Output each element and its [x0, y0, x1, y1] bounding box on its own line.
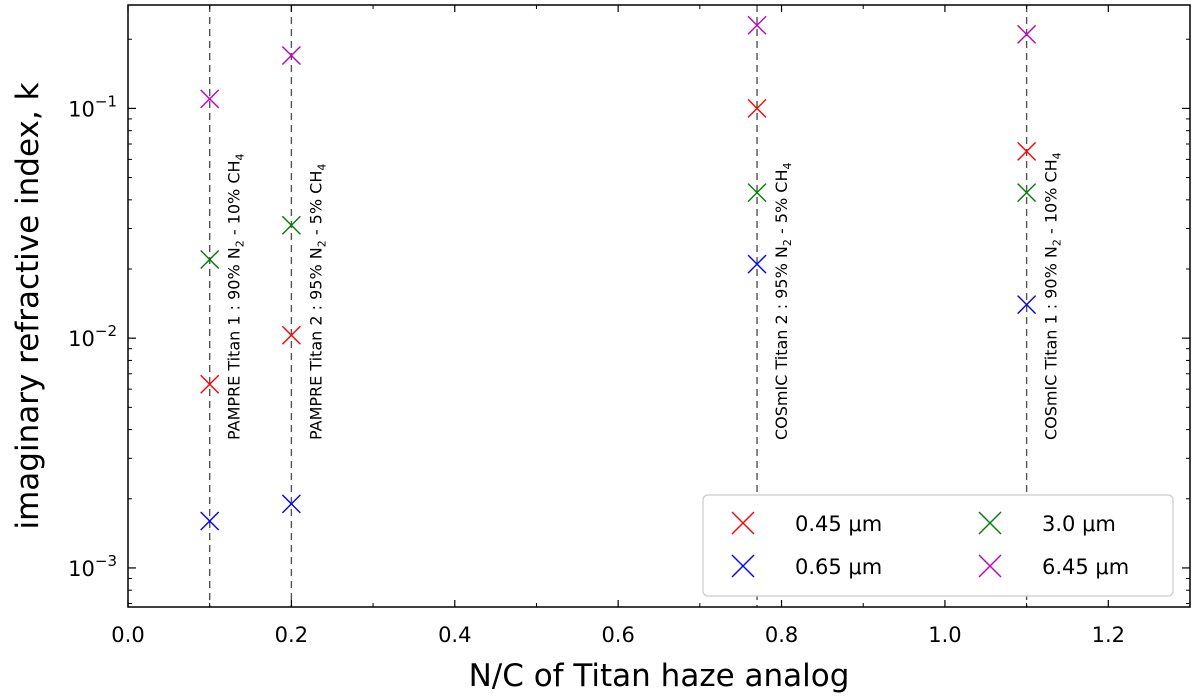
data-point-s1-p3: [1017, 295, 1037, 315]
data-point-s0-p0: [200, 374, 220, 394]
x-axis-label: N/C of Titan haze analog: [469, 658, 850, 694]
data-point-s0-p2: [747, 98, 767, 118]
x-tick-label: 0.8: [765, 623, 798, 647]
legend-marker-0: [731, 511, 755, 535]
vline-label-text: - 10% CH: [1042, 159, 1061, 239]
vline-label-sub: 2: [315, 240, 328, 247]
y-axis-label: imaginary refractive index, k: [10, 82, 46, 529]
data-point-s3-p3: [1017, 24, 1037, 44]
vline-label-text: PAMPRE Titan 1 : 90% N: [225, 247, 244, 440]
vline-label-sub: 2: [234, 240, 247, 247]
legend-label-3: 6.45 μm: [1042, 555, 1129, 579]
vline-label-text: - 5% CH: [772, 170, 791, 240]
data-point-s2-p0: [200, 249, 220, 269]
vline-label-1: PAMPRE Titan 2 : 95% N2 - 5% CH4: [306, 164, 328, 440]
y-tick-base: 10: [68, 557, 95, 581]
vline-label-text: COSmIC Titan 1 : 90% N: [1042, 246, 1061, 440]
y-tick-base: 10: [68, 97, 95, 121]
plot-frame: [127, 4, 1191, 608]
legend-label-2: 3.0 μm: [1042, 512, 1116, 536]
vline-label-sub: 4: [315, 164, 328, 171]
data-point-s3-p0: [200, 89, 220, 109]
data-point-s1-p1: [281, 494, 301, 514]
y-axis-ticks: 10−310−210−1: [68, 38, 1190, 605]
y-tick-label: 10−1: [68, 92, 117, 121]
vline-label-text: PAMPRE Titan 2 : 95% N: [306, 247, 325, 440]
y-tick-exp: −1: [95, 92, 117, 110]
legend-label-1: 0.65 μm: [795, 555, 882, 579]
x-axis-ticks: 0.0 0.2 0.4 0.6 0.8 1.0 1.2: [111, 5, 1125, 647]
x-tick-label: 0.6: [601, 623, 634, 647]
x-tick-label: 1.2: [1092, 623, 1125, 647]
legend-box: [702, 494, 1174, 597]
legend-marker-1: [731, 554, 755, 578]
vline-label-3: COSmIC Titan 1 : 90% N2 - 10% CH4: [1042, 152, 1064, 440]
vline-label-text: - 10% CH: [225, 160, 244, 240]
legend-marker-3: [978, 554, 1002, 578]
y-tick-base: 10: [68, 327, 95, 351]
y-tick-exp: −3: [95, 552, 117, 570]
vline-label-2: COSmIC Titan 2 : 95% N2 - 5% CH4: [772, 163, 794, 441]
vline-label-text: - 5% CH: [306, 171, 325, 241]
vline-label-0: PAMPRE Titan 1 : 90% N2 - 10% CH4: [225, 153, 247, 440]
x-tick-label: 0.0: [111, 623, 144, 647]
y-tick-exp: −2: [95, 322, 117, 340]
points-layer: [200, 15, 1037, 531]
vlines-layer: PAMPRE Titan 1 : 90% N2 - 10% CH4PAMPRE …: [208, 5, 1064, 607]
legend-marker-2: [978, 511, 1002, 535]
data-point-s1-p2: [747, 254, 767, 274]
legend: 0.45 μm 0.65 μm 3.0 μm 6.45 μm: [702, 494, 1174, 597]
y-tick-label: 10−3: [68, 552, 117, 581]
vline-label-sub: 4: [781, 163, 794, 170]
vline-label-sub: 4: [234, 153, 247, 160]
data-point-s0-p3: [1017, 141, 1037, 161]
data-point-s3-p2: [747, 15, 767, 35]
vline-label-sub: 2: [1051, 239, 1064, 246]
data-point-s1-p0: [200, 511, 220, 531]
x-tick-label: 0.2: [275, 623, 308, 647]
data-point-s2-p1: [281, 215, 301, 235]
data-point-s2-p2: [747, 183, 767, 203]
data-point-s0-p1: [281, 325, 301, 345]
y-tick-label: 10−2: [68, 322, 117, 351]
x-tick-label: 1.0: [928, 623, 961, 647]
vline-label-text: COSmIC Titan 2 : 95% N: [772, 246, 791, 440]
data-point-s2-p3: [1017, 183, 1037, 203]
legend-label-0: 0.45 μm: [795, 512, 882, 536]
vline-label-sub: 4: [1051, 152, 1064, 159]
data-point-s3-p1: [281, 45, 301, 65]
vline-label-sub: 2: [781, 239, 794, 246]
x-tick-label: 0.4: [438, 623, 471, 647]
